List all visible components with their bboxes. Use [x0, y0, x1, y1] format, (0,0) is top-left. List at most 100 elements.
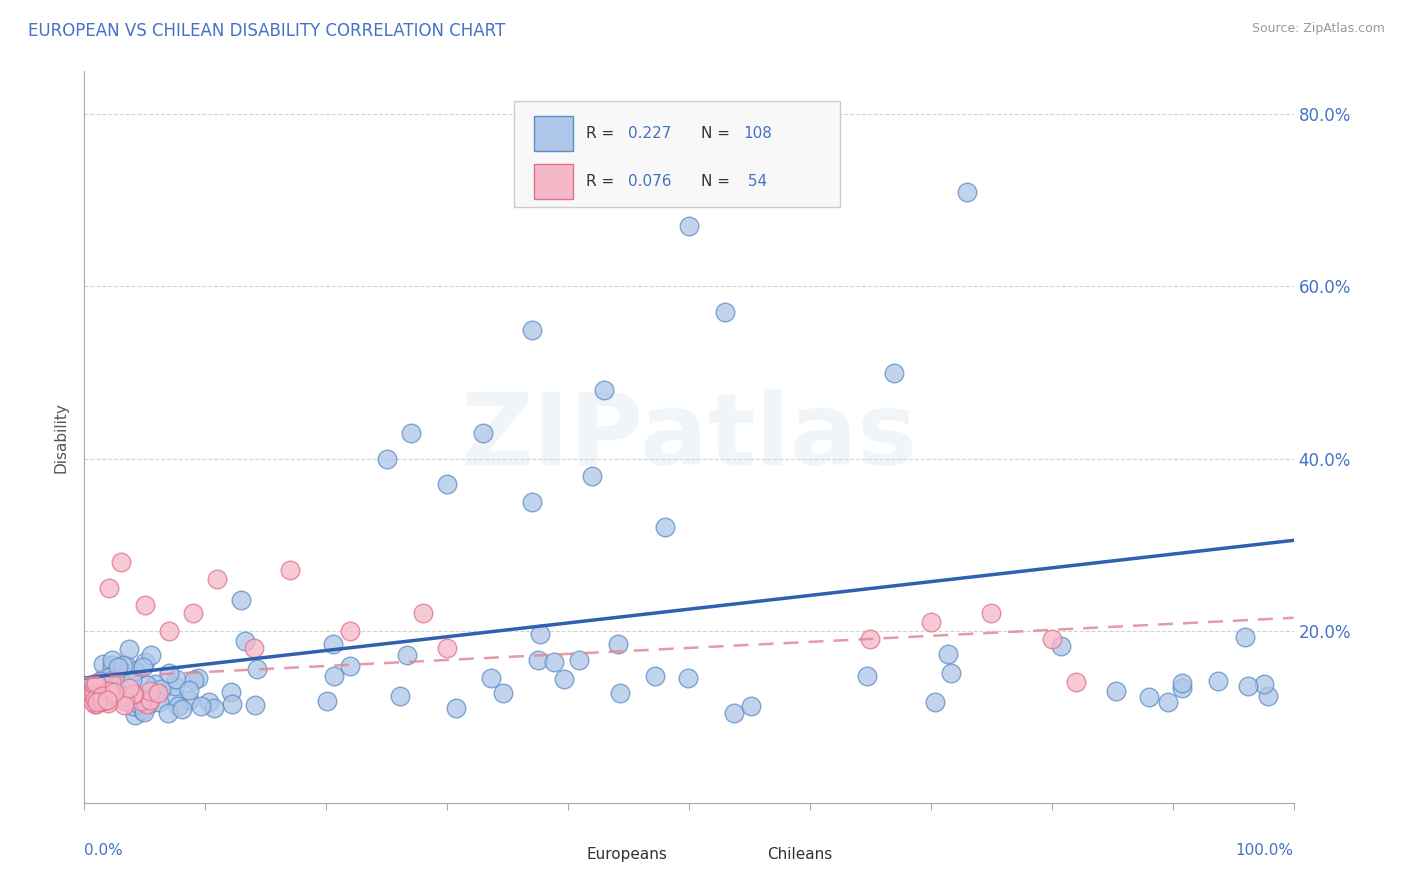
Point — [714, 305, 737, 319]
Point — [91, 694, 114, 708]
Point — [181, 607, 204, 621]
Point — [98, 683, 121, 698]
Point — [920, 615, 942, 629]
Point — [84, 698, 107, 712]
Point — [157, 666, 180, 681]
Point — [84, 698, 107, 712]
Point — [124, 707, 146, 722]
Point — [134, 655, 156, 669]
Text: ZIPatlas: ZIPatlas — [461, 389, 917, 485]
Point — [166, 698, 188, 713]
Point — [1233, 630, 1256, 644]
Text: 100.0%: 100.0% — [1236, 843, 1294, 858]
Point — [163, 679, 186, 693]
Point — [316, 694, 339, 708]
Point — [1206, 674, 1229, 689]
Point — [90, 688, 112, 702]
Point — [412, 607, 434, 621]
Point — [553, 672, 575, 686]
Point — [97, 581, 120, 595]
Point — [207, 572, 229, 586]
Point — [527, 653, 550, 667]
Point — [97, 693, 120, 707]
Point — [339, 659, 361, 673]
Text: N =: N = — [702, 174, 735, 189]
Point — [131, 703, 153, 717]
Point — [157, 706, 180, 721]
Point — [143, 676, 166, 690]
Point — [235, 633, 257, 648]
Point — [243, 698, 266, 713]
Point — [101, 691, 124, 706]
Point — [187, 672, 209, 686]
Point — [103, 685, 125, 699]
Point — [219, 685, 242, 699]
Point — [543, 655, 565, 669]
Point — [101, 653, 124, 667]
Point — [132, 705, 155, 719]
Point — [491, 686, 513, 700]
Point — [87, 688, 110, 702]
Point — [100, 673, 122, 688]
Point — [202, 701, 225, 715]
Point — [104, 691, 127, 706]
Point — [97, 670, 120, 684]
FancyBboxPatch shape — [513, 101, 841, 207]
Point — [1257, 689, 1279, 703]
Point — [1171, 675, 1194, 690]
Point — [110, 555, 132, 569]
Point — [134, 598, 156, 612]
Point — [114, 694, 136, 708]
Point — [399, 425, 422, 440]
Point — [198, 695, 221, 709]
Point — [322, 669, 344, 683]
Point — [83, 677, 105, 691]
Point — [83, 687, 105, 701]
Point — [134, 692, 156, 706]
Point — [436, 477, 458, 491]
Point — [856, 669, 879, 683]
Point — [388, 690, 411, 704]
Point — [190, 699, 212, 714]
Point — [472, 425, 495, 440]
Point — [395, 648, 418, 662]
Point — [149, 681, 172, 696]
Point — [593, 383, 616, 397]
Point — [91, 689, 114, 703]
Point — [246, 662, 269, 676]
Point — [520, 494, 543, 508]
Point — [1064, 675, 1087, 690]
Point — [96, 693, 118, 707]
Point — [924, 695, 946, 709]
Point — [101, 657, 124, 672]
Point — [883, 366, 905, 380]
Point — [479, 671, 502, 685]
Point — [676, 671, 699, 685]
Point — [111, 691, 134, 706]
Point — [93, 671, 115, 685]
Text: 108: 108 — [744, 127, 772, 142]
Point — [179, 683, 201, 698]
Point — [1040, 632, 1063, 647]
Point — [83, 691, 105, 706]
Point — [91, 682, 114, 697]
Point — [436, 640, 458, 655]
Point — [101, 689, 124, 703]
Point — [91, 687, 114, 701]
Point — [80, 687, 103, 701]
Point — [157, 624, 180, 638]
FancyBboxPatch shape — [534, 116, 572, 152]
Point — [678, 219, 700, 234]
Point — [162, 690, 184, 704]
Point — [89, 674, 111, 689]
Y-axis label: Disability: Disability — [53, 401, 69, 473]
Point — [165, 673, 187, 687]
FancyBboxPatch shape — [544, 841, 574, 867]
Point — [122, 687, 145, 701]
Point — [179, 693, 201, 707]
Point — [112, 658, 135, 673]
Point — [339, 624, 361, 638]
Text: N =: N = — [702, 127, 735, 142]
Point — [112, 689, 135, 703]
Point — [1137, 690, 1160, 704]
